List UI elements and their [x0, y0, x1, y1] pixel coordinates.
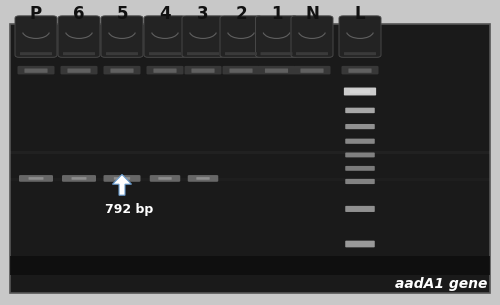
FancyBboxPatch shape — [63, 52, 95, 55]
FancyBboxPatch shape — [72, 177, 86, 180]
FancyArrow shape — [112, 174, 132, 195]
Text: L: L — [354, 5, 366, 23]
FancyBboxPatch shape — [110, 69, 134, 73]
FancyBboxPatch shape — [158, 177, 172, 180]
FancyBboxPatch shape — [300, 69, 324, 73]
FancyBboxPatch shape — [19, 175, 53, 182]
FancyBboxPatch shape — [294, 66, 331, 74]
FancyBboxPatch shape — [220, 16, 262, 57]
FancyBboxPatch shape — [188, 175, 218, 182]
FancyBboxPatch shape — [114, 177, 130, 180]
FancyBboxPatch shape — [60, 66, 98, 74]
FancyBboxPatch shape — [101, 16, 143, 57]
FancyBboxPatch shape — [230, 69, 252, 73]
Text: P: P — [30, 5, 42, 23]
Bar — [10, 151, 490, 154]
FancyBboxPatch shape — [345, 179, 375, 184]
FancyBboxPatch shape — [265, 69, 288, 73]
FancyBboxPatch shape — [28, 177, 44, 180]
FancyBboxPatch shape — [345, 206, 375, 212]
Text: aadA1 gene: aadA1 gene — [395, 277, 488, 291]
FancyBboxPatch shape — [149, 52, 181, 55]
FancyBboxPatch shape — [182, 16, 224, 57]
Bar — [10, 256, 490, 274]
Text: N: N — [305, 5, 319, 23]
FancyBboxPatch shape — [225, 52, 257, 55]
FancyBboxPatch shape — [62, 175, 96, 182]
Text: 792 bp: 792 bp — [105, 203, 153, 216]
FancyBboxPatch shape — [146, 66, 184, 74]
Text: 5: 5 — [116, 5, 128, 23]
Text: 2: 2 — [235, 5, 247, 23]
FancyBboxPatch shape — [222, 66, 260, 74]
FancyBboxPatch shape — [344, 88, 376, 95]
FancyBboxPatch shape — [345, 138, 375, 144]
FancyBboxPatch shape — [345, 241, 375, 247]
FancyBboxPatch shape — [150, 175, 180, 182]
FancyBboxPatch shape — [187, 52, 219, 55]
FancyBboxPatch shape — [68, 69, 90, 73]
FancyBboxPatch shape — [260, 52, 292, 55]
FancyBboxPatch shape — [296, 52, 328, 55]
FancyBboxPatch shape — [258, 66, 295, 74]
FancyBboxPatch shape — [144, 16, 186, 57]
FancyBboxPatch shape — [15, 16, 57, 57]
Text: 3: 3 — [197, 5, 209, 23]
FancyBboxPatch shape — [339, 16, 381, 57]
Text: 6: 6 — [73, 5, 85, 23]
FancyBboxPatch shape — [291, 16, 333, 57]
FancyBboxPatch shape — [20, 52, 52, 55]
Text: 4: 4 — [159, 5, 171, 23]
FancyBboxPatch shape — [104, 66, 141, 74]
FancyBboxPatch shape — [106, 52, 138, 55]
FancyBboxPatch shape — [192, 69, 214, 73]
FancyBboxPatch shape — [348, 69, 372, 73]
FancyBboxPatch shape — [345, 166, 375, 171]
FancyBboxPatch shape — [104, 175, 141, 182]
FancyBboxPatch shape — [184, 66, 222, 74]
FancyBboxPatch shape — [344, 52, 376, 55]
FancyBboxPatch shape — [345, 124, 375, 129]
FancyBboxPatch shape — [154, 69, 176, 73]
FancyBboxPatch shape — [18, 66, 54, 74]
FancyBboxPatch shape — [256, 16, 298, 57]
FancyBboxPatch shape — [345, 108, 375, 113]
Bar — [10, 24, 490, 293]
FancyBboxPatch shape — [24, 69, 48, 73]
FancyBboxPatch shape — [342, 66, 378, 74]
FancyBboxPatch shape — [196, 177, 209, 180]
FancyBboxPatch shape — [58, 16, 100, 57]
FancyBboxPatch shape — [350, 90, 370, 93]
Bar — [10, 178, 490, 181]
FancyBboxPatch shape — [345, 152, 375, 157]
Text: 1: 1 — [271, 5, 282, 23]
